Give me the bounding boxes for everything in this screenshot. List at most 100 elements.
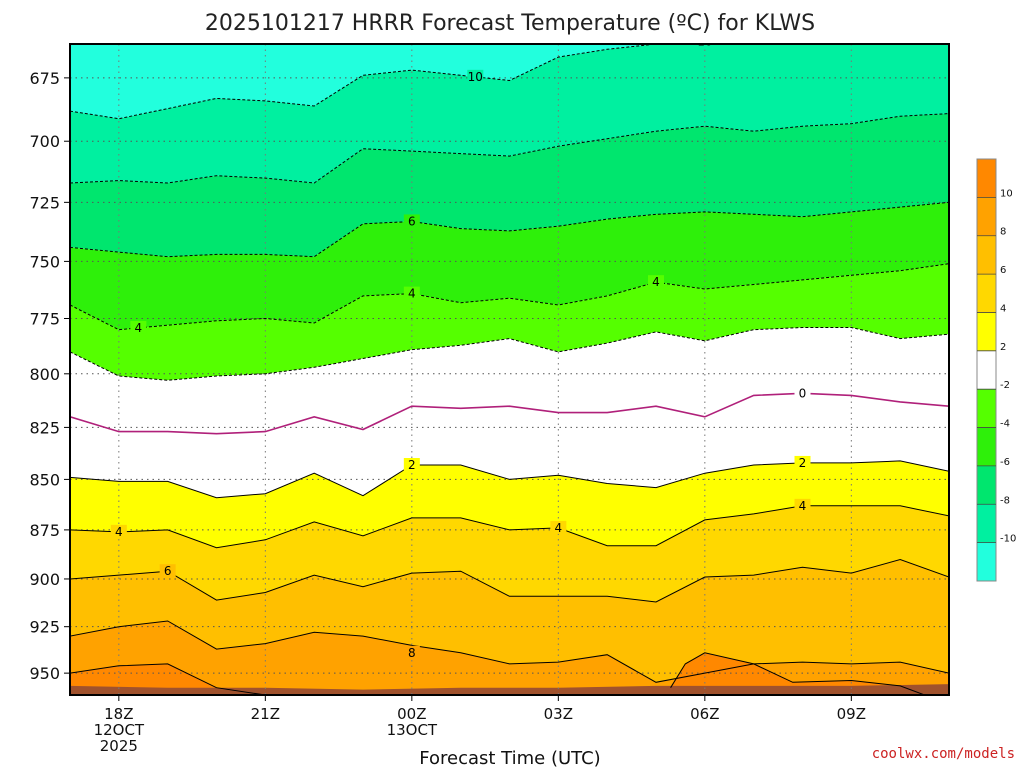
contour-label-bg: [648, 275, 664, 289]
y-tick-label: 925: [29, 618, 60, 637]
y-tick-label: 725: [29, 193, 60, 212]
contour-label-bg: [794, 455, 811, 469]
colorbar-swatch: [977, 542, 996, 582]
contour-label-bg: [550, 520, 567, 534]
colorbar-swatch: [977, 350, 996, 390]
y-tick-label: 825: [29, 418, 60, 437]
colorbar-label: 6: [1000, 265, 1006, 276]
contour-label-bg: [794, 498, 811, 512]
grid: [70, 44, 949, 695]
colorbar-swatch: [977, 504, 996, 544]
contour-label: 4: [652, 275, 660, 289]
colorbar-swatch: [977, 159, 996, 198]
y-tick-label: 800: [29, 365, 60, 384]
contour-label: 0: [799, 386, 807, 400]
temperature-band: [70, 393, 949, 498]
contour-label: 2: [408, 458, 416, 472]
contour-lines: 10 10 6 4 4 4 0 2 2 4 4 4 6 8: [70, 34, 949, 695]
contour-line: [70, 113, 949, 184]
contour-line: [70, 663, 315, 695]
contour-label: 4: [135, 321, 143, 335]
contour-label-bg: [696, 44, 713, 48]
contour-label-bg: [159, 564, 176, 578]
contour-label: 10: [468, 70, 483, 84]
x-tick-label: 09Z: [837, 705, 866, 723]
colorbar-label: 4: [1000, 304, 1006, 315]
y-tick-label: 850: [29, 470, 60, 489]
temperature-band: [70, 202, 949, 330]
contour-line: [70, 558, 949, 603]
contour-line: [70, 620, 949, 683]
colorbar-swatch: [977, 312, 996, 352]
x-tick-label: 00Z: [397, 705, 426, 723]
colorbar-label: -2: [1000, 380, 1010, 391]
colorbar-label: 10: [1000, 188, 1013, 199]
colorbar-label: -8: [1000, 495, 1010, 506]
terrain: [70, 684, 949, 695]
contour-label-bg: [110, 524, 127, 538]
contour-line: [70, 327, 949, 381]
contour-label-bg: [403, 214, 420, 228]
temperature-band: [70, 263, 949, 381]
contour-line: [70, 263, 949, 331]
colorbar-frame: [976, 158, 997, 582]
x-axis-label: Forecast Time (UTC): [419, 748, 600, 768]
colorbar: 10 8 6 4 2 -2 -4 -6 -8 -10: [976, 158, 1016, 582]
contour-label: 4: [408, 287, 416, 301]
colorbar-swatch: [977, 465, 996, 505]
y-tick-label: 750: [29, 252, 60, 271]
y-tick-label: 700: [29, 132, 60, 151]
contour-label-bg: [467, 69, 484, 83]
contour-label: 10: [697, 34, 712, 48]
temperature-band: [70, 113, 949, 257]
colorbar-swatch: [977, 427, 996, 467]
contour-label: 6: [164, 564, 172, 578]
contour-label: 6: [408, 214, 416, 228]
temperature-band: [70, 327, 949, 434]
contour-line: [670, 652, 925, 695]
contour-label-bg: [794, 386, 811, 400]
temperature-band: [70, 44, 949, 183]
contour-line: [70, 201, 949, 258]
y-axis: 675 700 725 750 775 800 825 850 875 900 925 950: [29, 69, 70, 683]
temperature-band: [670, 652, 925, 695]
plot-area: [70, 44, 949, 695]
contour-label: 4: [799, 499, 807, 513]
contour-label: 4: [115, 525, 123, 539]
x-tick-label: 03Z: [544, 705, 573, 723]
colorbar-swatch: [977, 235, 996, 275]
contour-label: 8: [408, 646, 416, 660]
colorbar-label: 2: [1000, 342, 1006, 353]
contour-label-bg: [130, 320, 147, 334]
contour-label-bg: [403, 645, 420, 659]
x-tick-label: 12OCT: [94, 721, 145, 739]
colorbar-label: -4: [1000, 419, 1010, 430]
credit-text: coolwx.com/models: [872, 746, 1015, 762]
x-tick-label: 18Z: [104, 705, 133, 723]
chart-title: 2025101217 HRRR Forecast Temperature (ºC…: [205, 11, 815, 36]
colorbar-label: -10: [1000, 534, 1016, 545]
y-tick-label: 775: [29, 310, 60, 329]
temperature-band: [70, 44, 949, 119]
x-tick-label: 21Z: [251, 705, 280, 723]
y-tick-label: 875: [29, 521, 60, 540]
colorbar-label: 8: [1000, 227, 1006, 238]
y-tick-label: 675: [29, 69, 60, 88]
contour-label: 2: [799, 456, 807, 470]
contour-label-bg: [403, 457, 420, 471]
x-tick-label: 13OCT: [387, 721, 438, 739]
contour-line: [70, 44, 764, 120]
colorbar-label: -6: [1000, 457, 1010, 468]
colorbar-swatch: [977, 389, 996, 429]
contour-label: 4: [555, 521, 563, 535]
x-tick-label: 06Z: [690, 705, 719, 723]
temperature-band: [70, 505, 949, 602]
y-tick-label: 900: [29, 570, 60, 589]
plot-frame: [69, 43, 950, 696]
x-tick-label: 2025: [100, 737, 138, 755]
colorbar-swatch: [977, 197, 996, 237]
colorbar-swatch: [977, 274, 996, 313]
y-tick-label: 950: [29, 664, 60, 683]
